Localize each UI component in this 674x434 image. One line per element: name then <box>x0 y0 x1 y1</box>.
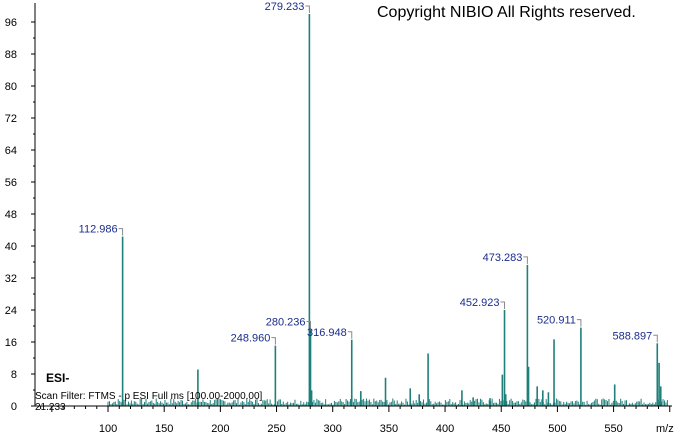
ionization-mode: ESI- <box>46 371 70 385</box>
y-tick-label: 80 <box>5 81 17 93</box>
y-tick-label: 64 <box>5 145 17 157</box>
peak-label: 473.283 <box>483 252 523 264</box>
peak-label-leader <box>576 319 582 327</box>
y-tick-label: 56 <box>5 177 17 189</box>
peak-label: 248.960 <box>231 333 271 345</box>
y-tick-label: 32 <box>5 273 17 285</box>
peak-label: 112.986 <box>79 224 118 236</box>
x-tick-label: 100 <box>99 423 117 434</box>
copyright-notice: Copyright NIBIO All Rights reserved. <box>377 4 636 21</box>
x-tick-label: 150 <box>155 423 173 434</box>
x-tick-label: 250 <box>267 423 285 434</box>
peak-bars <box>121 14 662 406</box>
peak-label-leader <box>500 301 506 309</box>
y-tick-label: 16 <box>5 337 17 349</box>
peak-label-leader <box>306 321 312 329</box>
peak-label-leader <box>523 256 528 264</box>
y-tick-label: 96 <box>5 17 17 29</box>
x-tick-label: 300 <box>324 423 342 434</box>
x-axis-ticks: 100 150 200 250 300 350 400 450 500 550 <box>40 406 671 434</box>
peak-label: 588.897 <box>613 330 653 342</box>
baseline-noise <box>107 398 668 406</box>
peak-label-leader <box>653 334 658 343</box>
y-tick-label: 88 <box>5 49 17 61</box>
peak-label: 452.923 <box>460 297 500 309</box>
y-axis-ticks: 0 8 16 24 32 40 48 56 64 72 80 88 96 <box>5 17 35 413</box>
peak-label: 279.233 <box>265 1 305 13</box>
x-tick-label: 350 <box>380 423 398 434</box>
peak-label: 520.911 <box>537 315 576 327</box>
peak-label-leader <box>118 228 124 236</box>
peak-label-leader <box>271 337 276 345</box>
peak-label: 316.948 <box>307 327 347 339</box>
x-tick-label: 500 <box>548 423 566 434</box>
x-tick-label: 400 <box>436 423 454 434</box>
peak-label-leader <box>305 5 310 13</box>
y-tick-label: 24 <box>5 305 17 317</box>
retention-time: 21.233 <box>35 402 66 413</box>
x-tick-label: 200 <box>211 423 229 434</box>
peak-label-leader <box>347 331 353 339</box>
y-tick-label: 48 <box>5 209 17 221</box>
x-tick-label: 450 <box>492 423 510 434</box>
scan-filter: Scan Filter: FTMS - p ESI Full ms [100.0… <box>35 391 263 402</box>
peak-label: 280.236 <box>266 317 306 329</box>
y-tick-label: 72 <box>5 113 17 125</box>
y-tick-label: 40 <box>5 241 17 253</box>
y-tick-label: 8 <box>11 369 17 381</box>
y-tick-label: 0 <box>11 401 17 413</box>
x-tick-label: 550 <box>604 423 622 434</box>
x-axis-label: m/z <box>656 423 674 434</box>
